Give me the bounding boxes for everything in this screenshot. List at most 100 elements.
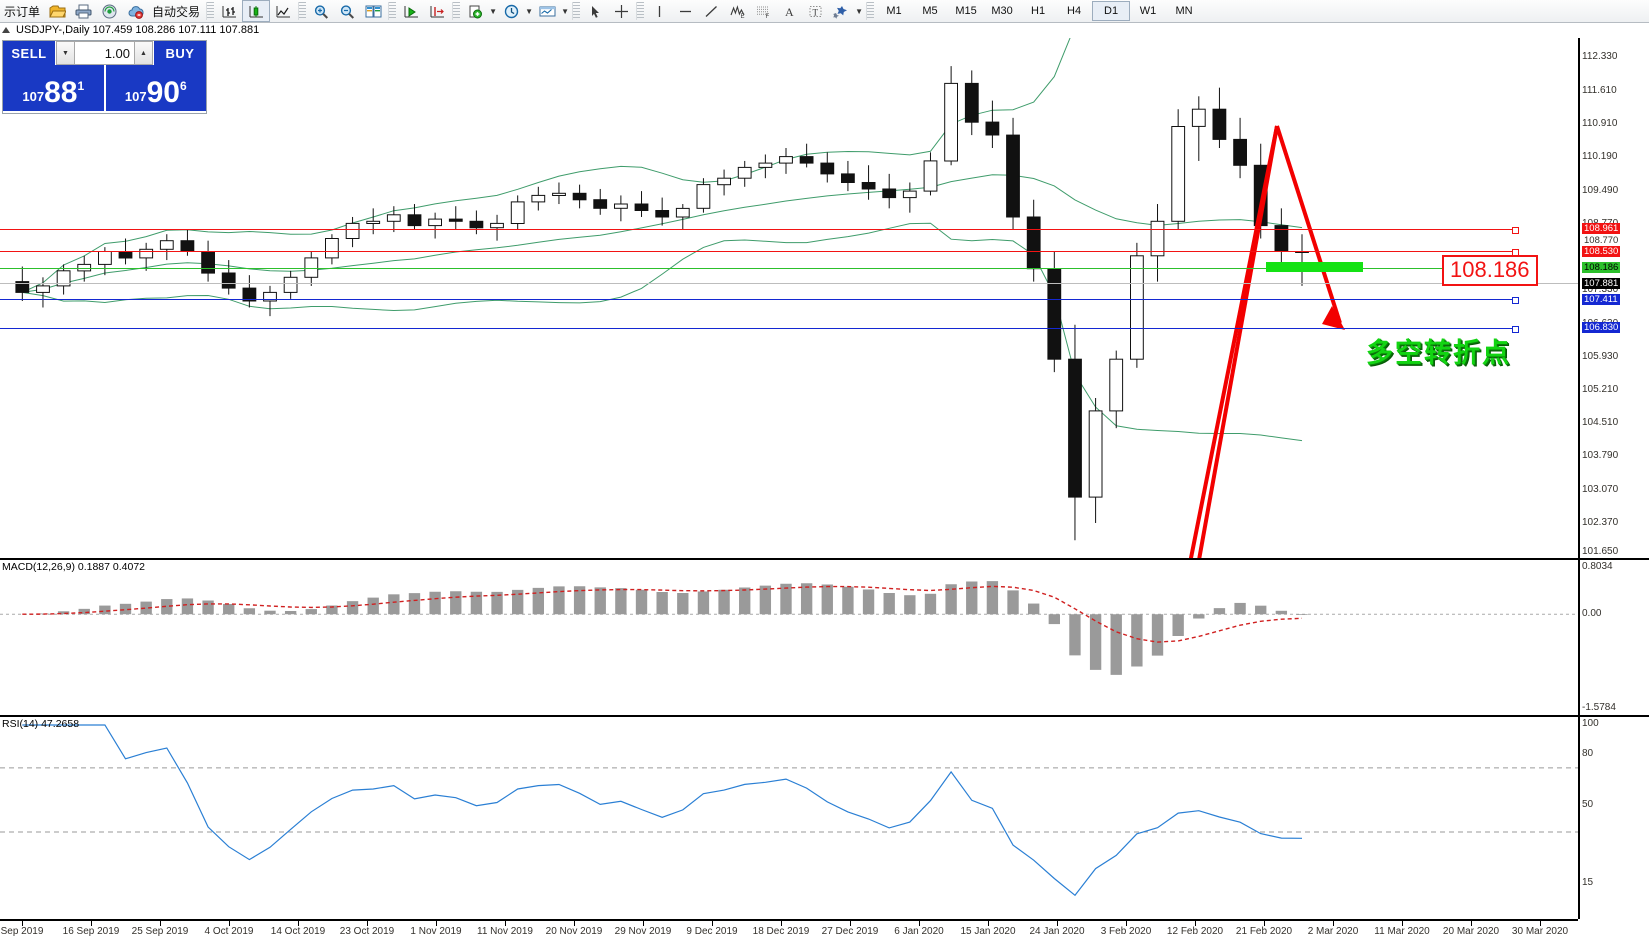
toolbar-separator xyxy=(298,2,307,20)
time-axis-tick xyxy=(1402,921,1403,926)
price-callout-box[interactable]: 108.186 xyxy=(1442,255,1538,286)
one-click-trading-panel[interactable]: SELL ▼ 1.00 ▲ BUY 107 88 1 107 90 6 xyxy=(2,40,207,114)
sell-price-sup: 1 xyxy=(77,79,85,93)
price-tick: 109.490 xyxy=(1582,185,1619,196)
vertical-line-icon[interactable] xyxy=(646,1,672,21)
price-chip-108186[interactable]: 108.186 xyxy=(1582,262,1621,273)
templates-dropdown-caret[interactable]: ▼ xyxy=(561,6,569,16)
rsi-chart-svg xyxy=(0,724,1578,897)
time-axis-tick xyxy=(643,921,644,926)
news-icon[interactable] xyxy=(96,1,122,21)
zoom-in-icon[interactable] xyxy=(308,1,334,21)
horizontal-line-icon[interactable] xyxy=(672,1,698,21)
fibonacci-icon[interactable]: F xyxy=(750,1,776,21)
play-icon[interactable] xyxy=(398,1,424,21)
time-axis-label: 1 Nov 2019 xyxy=(410,926,462,937)
print-icon[interactable] xyxy=(70,1,96,21)
period-dropdown-caret[interactable]: ▼ xyxy=(525,6,533,16)
sell-price-big: 88 xyxy=(44,76,78,109)
level-line-107411[interactable] xyxy=(0,297,1519,304)
candlestick-chart-icon[interactable] xyxy=(242,0,271,22)
time-axis-label: 20 Mar 2020 xyxy=(1442,926,1500,937)
timeframe-m5[interactable]: M5 xyxy=(922,5,938,17)
sell-price-figure: 107 xyxy=(22,89,45,104)
shapes-icon[interactable] xyxy=(828,1,854,21)
templates-icon[interactable] xyxy=(534,1,560,21)
level-line-106830[interactable] xyxy=(0,326,1519,333)
level-line-108530[interactable] xyxy=(0,249,1519,256)
toolbar-separator xyxy=(206,2,215,20)
cursor-icon[interactable] xyxy=(582,1,608,21)
shapes-dropdown-caret[interactable]: ▼ xyxy=(855,6,863,16)
zoom-out-icon[interactable] xyxy=(334,1,360,21)
volume-down-button[interactable]: ▼ xyxy=(56,41,75,65)
price-chart-svg xyxy=(15,38,1345,558)
price-tick: 112.330 xyxy=(1582,51,1618,62)
time-axis-tick xyxy=(919,921,920,926)
trendline-icon[interactable] xyxy=(698,1,724,21)
timeframe-w1[interactable]: W1 xyxy=(1139,5,1157,17)
new-object-dropdown-caret[interactable]: ▼ xyxy=(489,6,497,16)
time-axis-tick xyxy=(1540,921,1541,926)
rsi-plot-area[interactable] xyxy=(0,717,1578,919)
buy-price-display[interactable]: 107 90 6 xyxy=(105,65,206,111)
time-axis-tick xyxy=(1471,921,1472,926)
buy-button[interactable]: BUY xyxy=(154,41,206,65)
macd-axis-line xyxy=(1578,560,1580,715)
period-clock-icon[interactable] xyxy=(498,1,524,21)
time-axis-label: 21 Feb 2020 xyxy=(1235,926,1293,937)
timeframe-d1[interactable]: D1 xyxy=(1092,1,1131,21)
autotrading-label[interactable]: 自动交易 xyxy=(152,4,201,19)
timeframe-m15[interactable]: M15 xyxy=(955,5,977,17)
text-icon[interactable]: A xyxy=(776,1,802,21)
rsi-tick: 80 xyxy=(1582,748,1594,759)
svg-text:E: E xyxy=(740,14,744,19)
sell-price-display[interactable]: 107 88 1 xyxy=(3,65,106,111)
price-chip-108770: 108.770 xyxy=(1584,235,1619,246)
level-line-108961[interactable] xyxy=(0,227,1519,234)
price-chart-pane: 108.186 多空转折点 112.330 111.610 110.910 11… xyxy=(0,38,1649,560)
timeframe-m30[interactable]: M30 xyxy=(991,5,1013,17)
timeframe-m1[interactable]: M1 xyxy=(886,5,902,17)
line-chart-icon[interactable] xyxy=(270,1,296,21)
timeframe-h4[interactable]: H4 xyxy=(1067,5,1082,17)
time-axis-label: 18 Dec 2019 xyxy=(752,926,810,937)
sell-button[interactable]: SELL xyxy=(3,41,55,65)
price-chip-108530[interactable]: 108.530 xyxy=(1582,246,1621,257)
price-chip-108961[interactable]: 108.961 xyxy=(1582,223,1621,234)
elliott-wave-icon[interactable]: E xyxy=(724,1,750,21)
bar-chart-icon[interactable] xyxy=(216,1,242,21)
time-axis-tick xyxy=(574,921,575,926)
autotrading-icon[interactable] xyxy=(122,1,148,21)
folder-icon[interactable] xyxy=(44,1,70,21)
timeframe-mn[interactable]: MN xyxy=(1175,5,1193,17)
timeframe-h1[interactable]: H1 xyxy=(1031,5,1046,17)
time-axis-label: 27 Dec 2019 xyxy=(821,926,879,937)
volume-up-button[interactable]: ▲ xyxy=(134,41,153,65)
price-chip-106830[interactable]: 106.830 xyxy=(1582,322,1621,333)
macd-plot-area[interactable] xyxy=(0,560,1578,715)
macd-scale[interactable]: 0.8034 0.00 -1.5784 xyxy=(1582,560,1649,715)
price-tick: 104.510 xyxy=(1582,417,1619,428)
orders-toolbar-label[interactable]: 示订单 xyxy=(4,4,41,19)
rsi-scale[interactable]: 100 80 50 15 xyxy=(1582,717,1649,919)
price-tick: 111.610 xyxy=(1582,85,1617,96)
price-axis-line xyxy=(1578,38,1580,558)
price-scale[interactable]: 112.330 111.610 110.910 110.190 109.490 … xyxy=(1582,38,1649,558)
text-label-icon[interactable]: T xyxy=(802,1,828,21)
step-icon[interactable] xyxy=(424,1,450,21)
new-object-icon[interactable] xyxy=(462,1,488,21)
volume-stepper[interactable]: ▼ 1.00 ▲ xyxy=(55,41,154,65)
time-axis-tick xyxy=(1264,921,1265,926)
collapse-triangle-icon[interactable] xyxy=(2,27,10,33)
chart-annotation-text[interactable]: 多空转折点 xyxy=(1366,338,1511,368)
time-axis-label: 24 Jan 2020 xyxy=(1029,926,1085,937)
price-chip-107411[interactable]: 107.411 xyxy=(1582,294,1620,305)
price-plot-area[interactable]: 108.186 多空转折点 xyxy=(0,38,1578,558)
svg-text:F: F xyxy=(765,14,769,19)
tile-windows-icon[interactable] xyxy=(360,1,386,21)
time-axis[interactable]: Sep 2019 16 Sep 2019 25 Sep 2019 4 Oct 2019… xyxy=(0,919,1649,944)
crosshair-icon[interactable] xyxy=(608,1,634,21)
volume-input[interactable]: 1.00 xyxy=(75,41,134,65)
macd-pane: MACD(12,26,9) 0.1887 0.4072 0.8034 0.00 … xyxy=(0,560,1649,717)
